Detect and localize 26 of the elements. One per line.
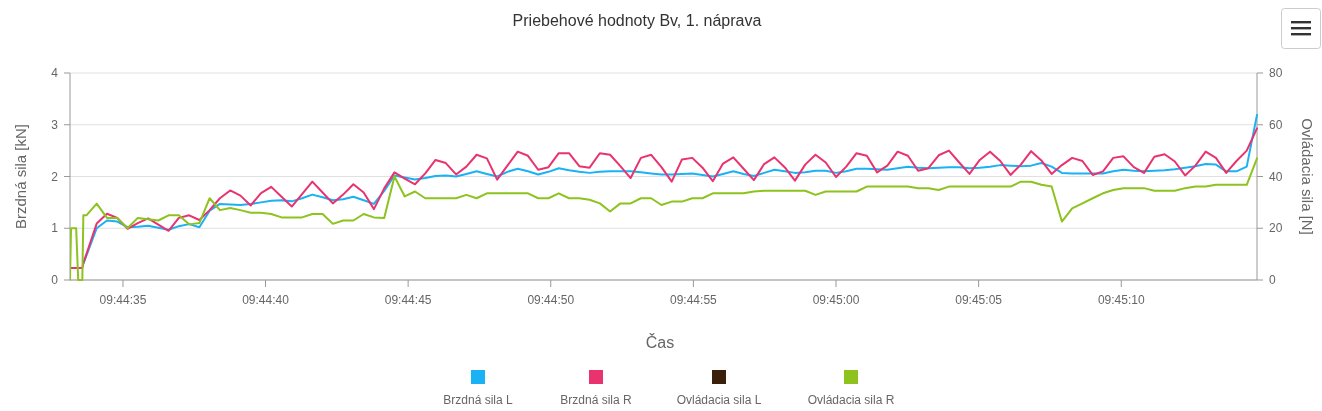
x-tick-label: 09:44:40 xyxy=(242,293,290,307)
y-tick-label: 3 xyxy=(51,117,59,132)
x-tick-label: 09:45:00 xyxy=(812,293,860,307)
x-tick-label: 09:44:55 xyxy=(670,293,718,307)
chart-title: Priebehové hodnoty Bv, 1. náprava xyxy=(512,12,762,29)
legend-label: Brzdná sila L xyxy=(443,393,514,407)
y-tick-label: 0 xyxy=(51,273,59,287)
y2-axis-title: Ovládacia sila [N] xyxy=(1299,118,1316,235)
y-tick-label: 2 xyxy=(51,169,59,184)
y2-tick-label: 60 xyxy=(1269,117,1283,132)
legend-label: Ovládacia sila L xyxy=(676,393,762,407)
legend-label: Brzdná sila R xyxy=(560,393,633,407)
y-axis-title: Brzdná sila [kN] xyxy=(12,123,29,230)
x-tick-label: 09:44:45 xyxy=(384,293,432,307)
y2-tick-label: 0 xyxy=(1269,273,1276,287)
x-tick-label: 09:44:35 xyxy=(99,293,147,307)
x-tick-label: 09:45:10 xyxy=(1097,293,1145,307)
y-tick-label: 1 xyxy=(51,221,59,236)
y2-tick-label: 40 xyxy=(1269,169,1283,184)
y2-tick-label: 20 xyxy=(1269,221,1283,236)
legend-label: Ovládacia sila R xyxy=(807,393,895,407)
x-tick-label: 09:44:50 xyxy=(527,293,575,307)
y2-tick-label: 80 xyxy=(1269,66,1283,80)
x-axis-title: Čas xyxy=(645,333,675,351)
x-tick-label: 09:45:05 xyxy=(955,293,1003,307)
y-tick-label: 4 xyxy=(51,66,59,80)
